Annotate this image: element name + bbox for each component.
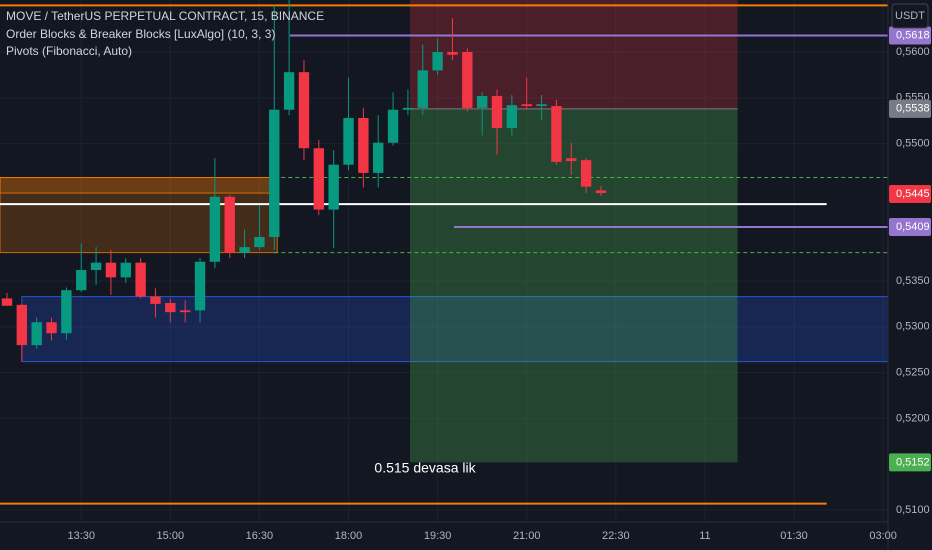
candle-body	[16, 304, 28, 346]
position-loss	[409, 0, 738, 109]
candle-body	[328, 164, 339, 210]
indicator-label: Order Blocks & Breaker Blocks [LuxAlgo] …	[6, 27, 275, 41]
x-tick-label: 11	[699, 530, 710, 542]
axes: 13:30 15:00 16:30 18:00 19:30 21:00 22:30 11 01:…	[67, 26, 931, 542]
candle-body	[120, 262, 131, 278]
chart-title: MOVE / TetherUS PERPETUAL CONTRACT, 15, …	[6, 9, 324, 23]
y-tick-label: 0,5200	[896, 412, 930, 424]
price-badge	[889, 217, 931, 236]
y-tick-label: 0,5250	[896, 367, 930, 379]
candle-body	[447, 52, 458, 55]
indicator-label: Pivots (Fibonacci, Auto)	[6, 44, 132, 58]
x-tick-label: 13:30	[67, 530, 95, 542]
x-tick-label: 03:00	[869, 530, 897, 542]
candle-body	[135, 262, 146, 297]
y-tick-label: 0,5600	[896, 46, 930, 58]
candle-body	[194, 261, 206, 311]
x-tick-label: 18:00	[335, 530, 363, 542]
x-tick-label: 22:30	[602, 530, 630, 542]
candle-body	[239, 247, 250, 253]
price-badge-label: 0,5409	[896, 221, 930, 233]
price-badge-label: 0,5152	[896, 456, 930, 468]
price-badge-label: 0,5445	[896, 188, 930, 200]
price-badge-label: 0,5538	[896, 103, 930, 115]
currency-label[interactable]: USDT	[895, 10, 925, 22]
candle-body	[283, 72, 295, 110]
candle-body	[150, 296, 161, 304]
candle-body	[61, 290, 72, 334]
candle-body	[165, 302, 176, 313]
price-badge	[889, 26, 931, 45]
candle-body	[76, 270, 87, 291]
candle-body	[313, 148, 325, 210]
x-tick-label: 01:30	[780, 530, 808, 542]
candle-body	[105, 262, 117, 278]
currency-box[interactable]	[891, 3, 929, 29]
x-tick-label: 19:30	[424, 530, 452, 542]
candle-body	[551, 106, 562, 162]
candle-body	[254, 237, 265, 248]
candle-body	[476, 95, 488, 108]
candle-body	[298, 72, 310, 149]
annotation: 0.515 devasa lik	[374, 460, 476, 476]
candle-body	[462, 52, 473, 108]
candle-body	[566, 158, 577, 162]
price-badge	[889, 184, 931, 203]
candle-body	[90, 262, 102, 271]
candle-body	[580, 160, 592, 187]
candle-body	[521, 104, 532, 107]
candle-body	[491, 95, 503, 129]
price-badge-label: 0,5618	[896, 29, 930, 41]
candle-body	[269, 109, 280, 238]
candle-body	[506, 105, 518, 129]
candle-body	[595, 190, 607, 194]
candle-body	[536, 104, 547, 107]
candle-body	[432, 52, 443, 71]
y-tick-label: 0,5300	[896, 321, 930, 333]
plot-area	[0, 0, 888, 522]
candle-body	[387, 109, 399, 143]
candle-body	[224, 196, 235, 253]
candle-body	[402, 107, 414, 110]
x-tick-label: 16:30	[246, 530, 274, 542]
candle-body	[358, 117, 369, 173]
y-tick-label: 0,5500	[896, 138, 930, 150]
x-tick-label: 21:00	[513, 530, 541, 542]
y-tick-label: 0,5350	[896, 275, 930, 287]
candle-body	[31, 322, 42, 346]
candle-body	[209, 196, 221, 262]
candle-body	[179, 310, 191, 313]
candle-body	[46, 322, 57, 334]
candle-body	[373, 142, 384, 173]
candle-body	[1, 298, 13, 306]
candle-body	[343, 117, 354, 165]
x-tick-label: 15:00	[157, 530, 185, 542]
candle-body	[417, 70, 428, 108]
y-tick-label: 0,5100	[896, 504, 930, 516]
price-badge	[889, 453, 931, 472]
position-profit	[409, 108, 738, 463]
order-block-zone	[0, 177, 278, 194]
price-badge	[889, 99, 931, 118]
